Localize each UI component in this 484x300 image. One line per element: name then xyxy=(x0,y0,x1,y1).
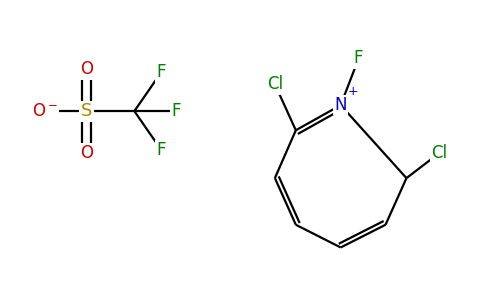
Text: +: + xyxy=(348,85,358,98)
Text: F: F xyxy=(156,63,166,81)
Text: F: F xyxy=(354,50,363,68)
Text: O$^-$: O$^-$ xyxy=(31,102,58,120)
Text: F: F xyxy=(171,102,181,120)
Text: S: S xyxy=(81,102,92,120)
Text: O: O xyxy=(80,60,93,78)
Text: Cl: Cl xyxy=(431,144,447,162)
Text: Cl: Cl xyxy=(267,75,283,93)
Text: O: O xyxy=(80,144,93,162)
Text: F: F xyxy=(156,141,166,159)
Text: N: N xyxy=(334,96,347,114)
